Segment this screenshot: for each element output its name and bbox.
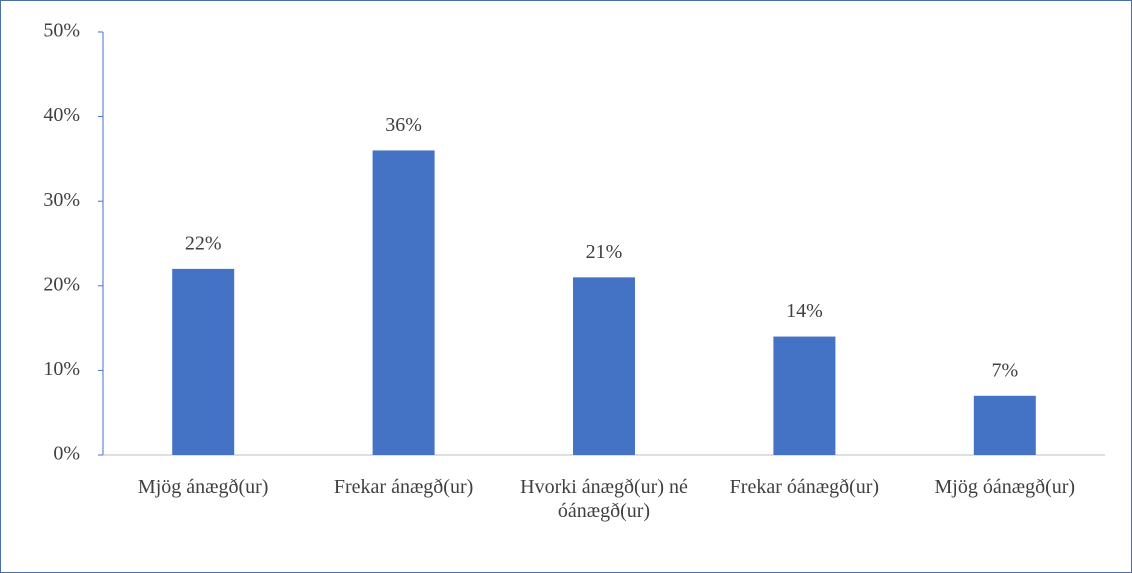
bar [973,395,1036,455]
y-tick-label: 10% [43,358,80,380]
bar [172,268,235,455]
data-label: 22% [185,232,222,254]
y-tick-label: 50% [43,20,80,42]
x-tick-label: Frekar ánægð(ur) [333,476,474,498]
y-tick-label: 20% [43,273,80,295]
x-tick-label: Hvorki ánægð(ur) né óánægð(ur) [520,476,688,522]
data-label: 7% [991,359,1018,381]
y-tick-label: 40% [43,104,80,126]
data-label: 21% [586,241,623,263]
x-tick-label: Mjög ánægð(ur) [137,476,269,498]
y-tick-label: 0% [53,443,80,465]
data-label: 14% [786,300,823,322]
bar [573,277,635,455]
x-tick-label: Mjög óánægð(ur) [934,476,1076,498]
bar [372,150,435,455]
data-label: 36% [385,114,422,136]
y-tick-label: 30% [43,189,80,211]
x-tick-label: Frekar óánægð(ur) [729,476,880,498]
bar [773,336,836,455]
